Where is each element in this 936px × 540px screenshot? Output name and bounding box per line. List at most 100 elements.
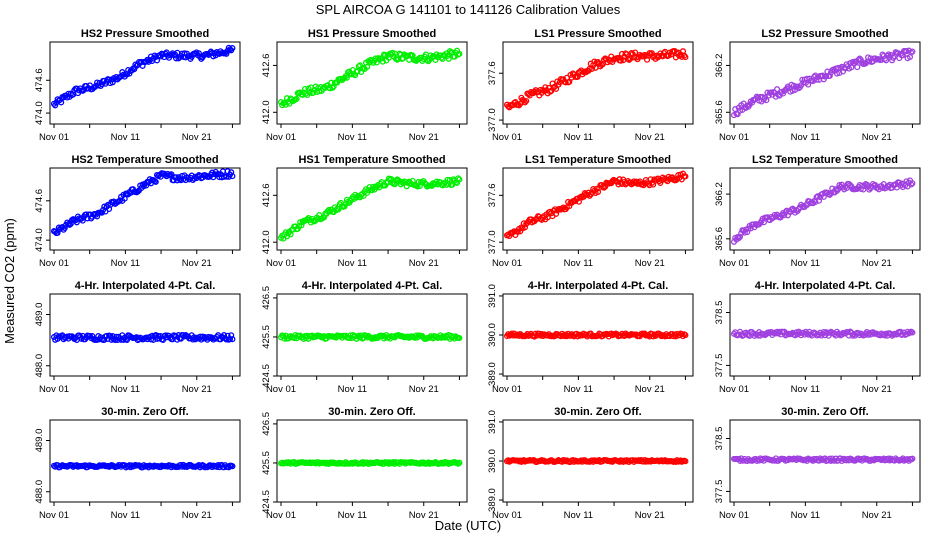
y-tick-label: 377.5 [714,480,725,504]
x-tick-label: Nov 21 [635,258,665,269]
data-point [909,180,916,187]
x-tick-label: Nov 21 [182,510,212,521]
data-point [456,459,463,466]
x-tick-label: Nov 21 [409,258,439,269]
data-point [168,171,175,178]
series-points [277,175,463,242]
data-point [52,102,59,109]
series-points [277,331,463,342]
x-tick-label: Nov 21 [409,132,439,143]
series-points [503,456,689,466]
series-points [503,170,689,240]
x-tick-label: Nov 11 [338,132,367,143]
plot-frame [49,293,241,377]
data-point [909,48,916,55]
y-tick-label: 424.5 [261,364,272,388]
x-tick-label: Nov 01 [719,510,749,521]
y-tick-label: 426.5 [261,412,272,436]
x-tick-label: Nov 01 [39,132,69,143]
x-tick-label: Nov 11 [564,510,593,521]
data-point [385,175,392,182]
series-points [277,458,463,467]
data-point [617,57,624,64]
data-point [281,335,288,342]
y-tick-label: 424.5 [261,490,272,514]
y-tick-label: 412.6 [261,54,272,78]
figure-title: SPL AIRCOA G 141101 to 141126 Calibratio… [316,2,621,17]
y-tick-label: 425.5 [261,325,272,349]
data-point [455,460,462,467]
data-point [337,75,344,82]
x-tick-label: Nov 11 [338,510,367,521]
data-point [329,84,336,91]
data-point [909,455,916,462]
x-tick-label: Nov 01 [492,258,522,269]
x-tick-label: Nov 21 [409,510,439,521]
data-point [229,336,236,343]
y-tick-label: 365.6 [714,100,725,124]
x-tick-label: Nov 21 [862,258,892,269]
data-point [588,65,596,72]
data-point [599,183,606,190]
x-tick-label: Nov 01 [266,384,296,395]
data-point [220,332,228,339]
y-tick-label: 474.0 [34,101,45,125]
y-tick-label: 488.0 [34,480,45,504]
y-tick-label: 412.0 [261,100,272,124]
data-point [736,233,744,240]
y-tick-label: 489.0 [34,429,45,453]
data-point [424,57,431,64]
panel-ls2-temperature: LS2 Temperature Smoothed 365.6 366.2 Nov 01… [714,154,921,269]
y-tick-label: 474.0 [34,228,45,252]
data-point [392,177,400,184]
data-point [658,333,665,340]
data-point [364,63,371,70]
data-point [682,173,689,180]
y-tick-label: 389.0 [487,362,498,386]
data-point [66,221,73,228]
data-point [205,333,212,340]
data-point [763,97,770,104]
data-point [856,55,863,62]
data-point [108,336,115,343]
x-tick-label: Nov 01 [719,384,749,395]
data-point [741,229,748,236]
data-point [455,175,462,182]
x-tick-label: Nov 11 [564,384,593,395]
data-point [542,84,549,91]
x-tick-label: Nov 01 [492,384,522,395]
data-point [374,55,382,62]
y-tick-label: 488.0 [34,354,45,378]
panel-grid: HS2 Pressure Smoothed 474.0 474.6 Nov 01 Nov… [34,28,921,521]
data-point [682,332,689,339]
data-point [626,56,633,63]
data-point [229,173,236,180]
x-tick-label: Nov 01 [719,258,749,269]
data-point [860,186,867,193]
series-points [50,168,236,237]
panel-hs2-temperature: HS2 Temperature Smoothed 474.0 474.6 Nov 01… [34,154,241,269]
x-tick-label: Nov 01 [266,132,296,143]
data-point [735,235,742,242]
series-points [730,47,916,119]
series-points [50,44,236,109]
series-points [730,328,916,339]
data-point [107,333,114,340]
data-point [682,458,689,465]
panel-hs1-temperature: HS1 Temperature Smoothed 412.0 412.6 Nov 01… [261,154,468,269]
data-point [514,228,521,235]
panel-title: 30-min. Zero Off. [328,406,415,418]
panel-title: HS2 Pressure Smoothed [81,28,209,40]
x-tick-label: Nov 11 [338,258,367,269]
data-point [863,181,870,188]
x-tick-label: Nov 11 [791,132,820,143]
y-tick-label: 377.0 [487,230,498,254]
data-point [908,49,915,56]
x-tick-label: Nov 01 [266,258,296,269]
plot-frame [502,41,694,125]
data-point [453,459,461,466]
y-tick-label: 412.6 [261,183,272,207]
data-point [511,228,518,235]
panel-title: LS1 Temperature Smoothed [525,154,671,166]
